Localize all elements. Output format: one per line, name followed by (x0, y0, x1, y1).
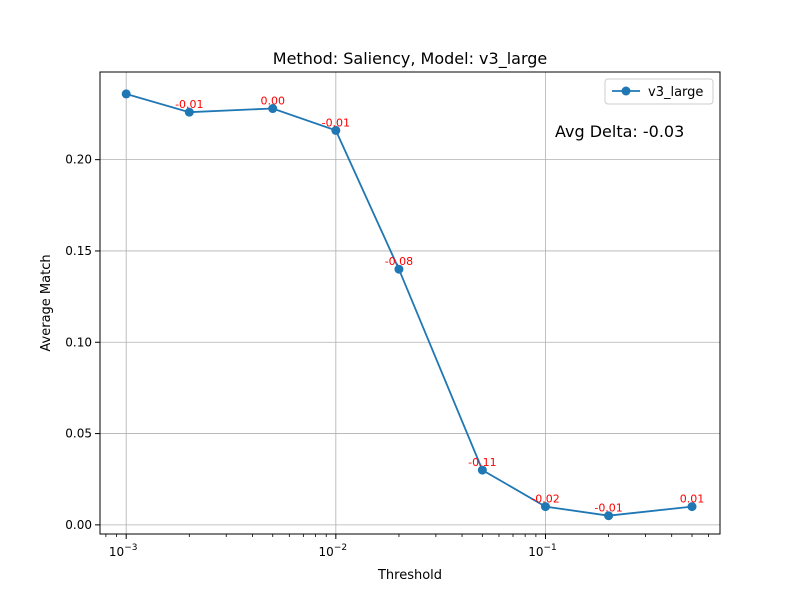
axis-ticks: 10−3 10−2 10−10.000.050.100.150.20 (65, 153, 710, 559)
data-point (121, 89, 131, 99)
data-point-label: -0.08 (385, 255, 413, 268)
legend: v3_large (604, 78, 714, 105)
y-tick-label: 0.00 (65, 518, 92, 532)
y-tick-label: 0.20 (65, 153, 92, 167)
data-point-label: -0.01 (322, 116, 350, 129)
data-point-label: 0.01 (680, 493, 705, 506)
data-point-label: -0.01 (594, 502, 622, 515)
y-tick-label: 0.15 (65, 244, 92, 258)
plot-frame (99, 71, 721, 535)
x-axis-label: Threshold (377, 568, 442, 583)
legend-box (604, 78, 714, 105)
data-point-label: 0.00 (260, 95, 285, 108)
data-point (394, 264, 404, 274)
y-tick-label: 0.05 (65, 427, 92, 441)
y-axis-label: Average Match (39, 254, 54, 351)
data-point (331, 125, 341, 135)
data-point (687, 502, 697, 512)
grid (100, 72, 720, 534)
y-tick-label: 0.10 (65, 335, 92, 349)
avg-delta-annotation: Avg Delta: -0.03 (555, 122, 684, 141)
data-point (184, 107, 194, 117)
series-layer (121, 89, 697, 521)
point-labels: -0.01 0.00 -0.01 -0.08 -0.11 -0.02 -0.01 0.01 (175, 95, 704, 515)
data-point (540, 502, 550, 512)
data-point (477, 465, 487, 475)
data-point-label: -0.01 (175, 98, 203, 111)
data-point (268, 104, 278, 114)
data-point-label: -0.11 (468, 456, 496, 469)
data-point-label: -0.02 (531, 493, 559, 506)
chart-title: Method: Saliency, Model: v3_large (273, 49, 547, 69)
legend-marker-v3-large (621, 86, 631, 96)
legend-label-v3-large: v3_large (648, 85, 703, 100)
data-point (604, 511, 614, 521)
